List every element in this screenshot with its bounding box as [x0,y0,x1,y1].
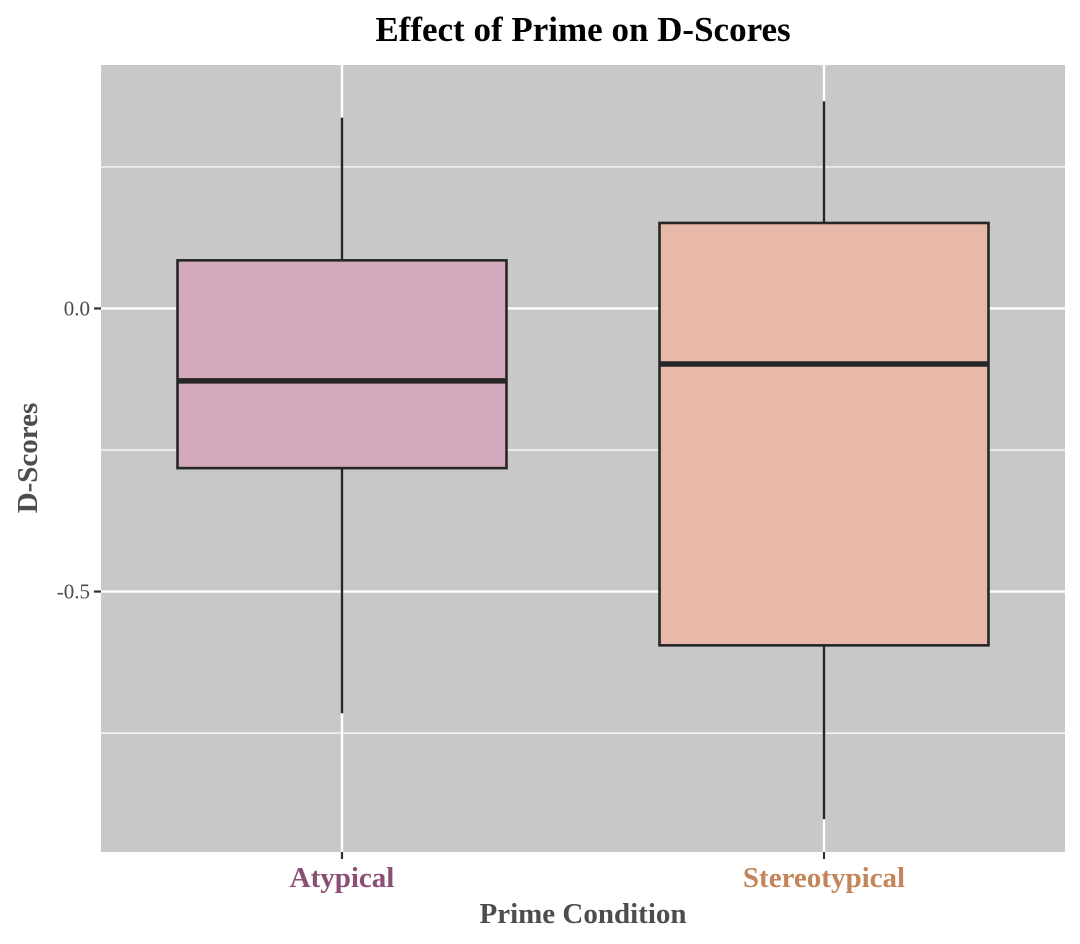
x-axis: Atypical Stereotypical [290,852,905,894]
y-tick-label: -0.5 [57,580,90,604]
box-atypical [176,117,508,714]
x-tick-label: Atypical [290,862,395,894]
y-axis-title: D-Scores [12,403,44,514]
box-body [658,221,990,647]
boxes [176,101,990,820]
chart-title: Effect of Prime on D-Scores [375,10,790,49]
x-axis-title: Prime Condition [479,898,686,930]
box-stereotypical [658,101,990,820]
box-body [176,259,508,470]
y-tick-label: 0.0 [64,296,90,320]
y-axis: 0.0 -0.5 [57,296,101,604]
x-tick-label: Stereotypical [743,862,905,894]
